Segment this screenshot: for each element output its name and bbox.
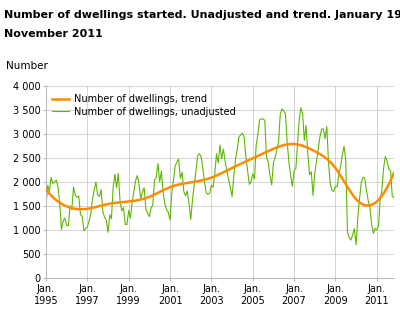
Line: Number of dwellings, trend: Number of dwellings, trend: [46, 144, 394, 209]
Text: Number of dwellings started. Unadjusted and trend. January 1995-: Number of dwellings started. Unadjusted …: [4, 10, 400, 20]
Text: November 2011: November 2011: [4, 29, 103, 39]
Line: Number of dwellings, unadjusted: Number of dwellings, unadjusted: [46, 108, 394, 245]
Text: Number: Number: [6, 61, 48, 71]
Legend: Number of dwellings, trend, Number of dwellings, unadjusted: Number of dwellings, trend, Number of dw…: [51, 93, 237, 117]
